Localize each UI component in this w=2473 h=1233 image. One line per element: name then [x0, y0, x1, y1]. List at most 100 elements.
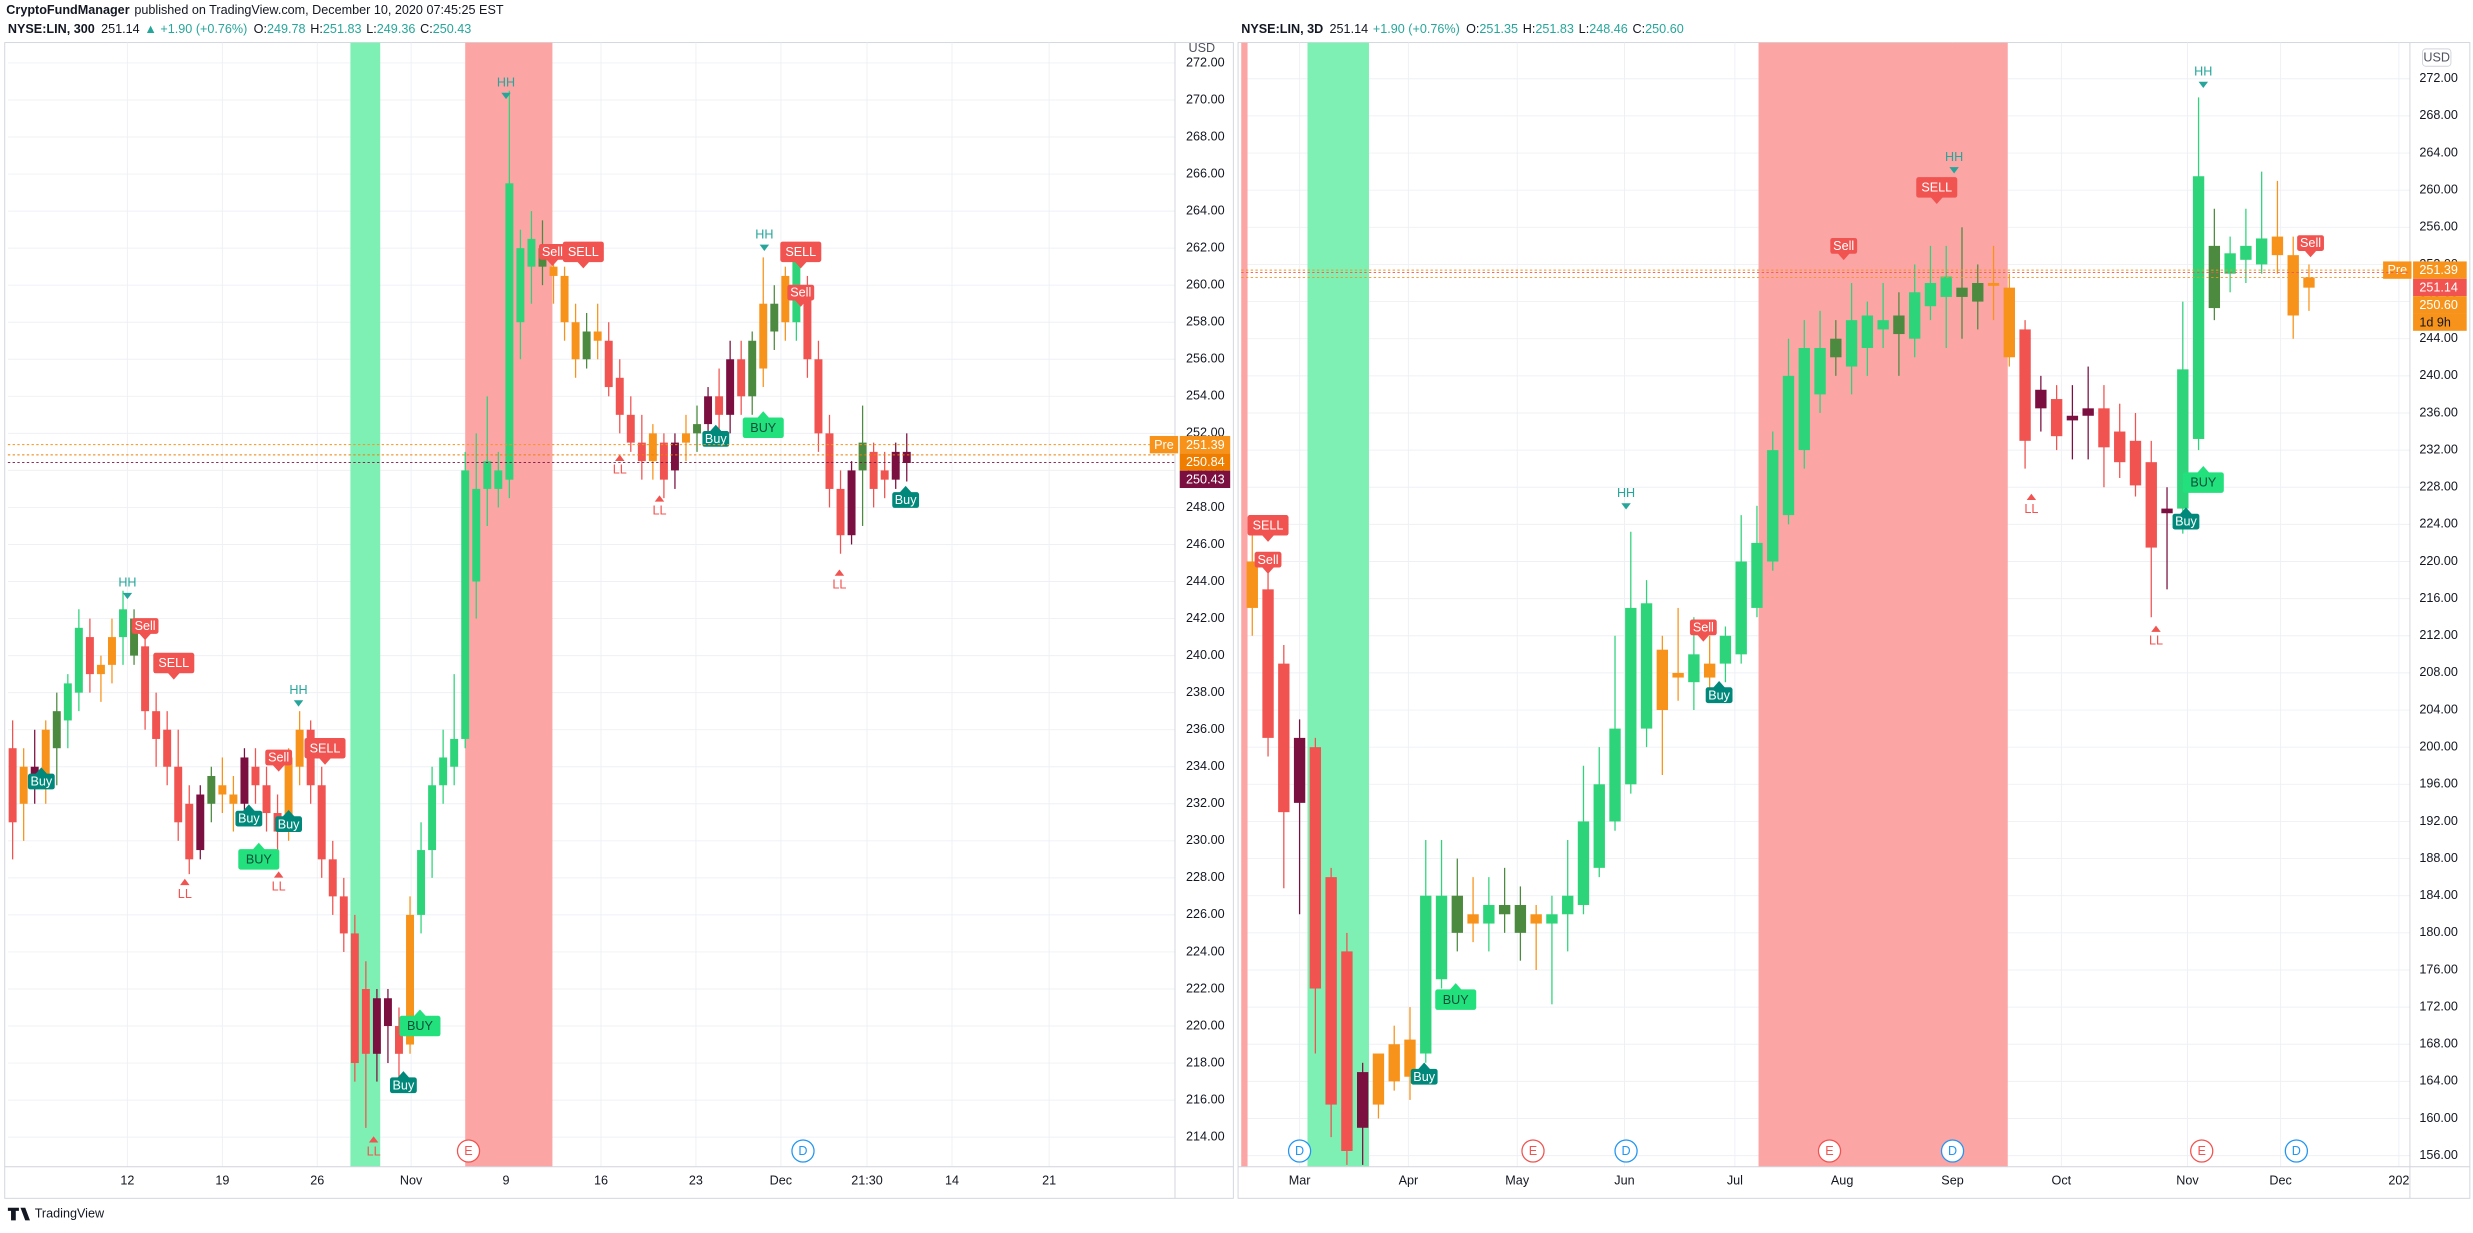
candle-body: [185, 803, 194, 860]
signal-pointer: [1697, 634, 1710, 642]
price-tag: [2413, 278, 2467, 297]
price-tag-text: 251.39: [2419, 263, 2458, 277]
price-tag: [1179, 453, 1231, 471]
event-text: D: [1295, 1144, 1304, 1158]
candle-body: [2224, 253, 2236, 274]
signal-label: Buy: [895, 493, 917, 507]
y-tick-label: 268.00: [1186, 129, 1225, 143]
candle-body: [2066, 415, 2079, 421]
candle-body: [891, 451, 900, 480]
candle-body: [2255, 238, 2268, 265]
ohlc-value: 250.60: [1645, 22, 1684, 36]
candle-body: [759, 303, 768, 369]
candle-body: [63, 683, 72, 721]
signal-label: Buy: [2175, 515, 2197, 529]
signal-label-box: [1705, 687, 1733, 704]
y-tick-label: 254.00: [1186, 389, 1225, 403]
price-tag: [2413, 296, 2467, 314]
signal-label: Sell: [2300, 236, 2321, 250]
candle-body: [1341, 951, 1353, 1151]
pre-tag: [2383, 261, 2412, 279]
signal-pointer: [318, 757, 332, 765]
left-panel-frame: [4, 42, 1234, 1199]
signal-label-box: [1435, 989, 1477, 1010]
y-tick-label: 266.00: [1186, 166, 1225, 180]
candle-body: [825, 433, 834, 489]
candle-body: [240, 757, 249, 804]
candle-body: [1577, 821, 1590, 905]
candle-body: [1467, 914, 1479, 924]
candle-body: [85, 637, 94, 675]
price-tag-text: 251.14: [2419, 281, 2458, 295]
x-tick-label: Jun: [1614, 1173, 1634, 1187]
x-tick-label: 19: [215, 1173, 229, 1187]
candle-body: [1735, 561, 1747, 655]
y-tick-label: 234.00: [1186, 759, 1225, 773]
price-tag: [1179, 435, 1231, 454]
change: ▲ +1.90 (+0.76%): [144, 22, 247, 36]
signal-label-box: [265, 749, 293, 766]
signal-pointer: [2304, 250, 2317, 258]
candle-body: [417, 850, 426, 915]
y-tick-label: 260.00: [1186, 278, 1225, 292]
signal-label-box: [399, 1015, 441, 1037]
candle-body: [2161, 508, 2173, 514]
signal-triangle: [834, 569, 845, 576]
signal-label-box: [787, 284, 815, 301]
signal-pointer: [252, 842, 266, 850]
signal-label: SELL: [785, 245, 816, 259]
plot-area: HH HH HH HH LL LL LL LL LL LL Sell Sell Sell Sell SELL…: [7, 42, 1175, 1167]
candle-body: [461, 470, 470, 739]
y-tick-label: 196.00: [2419, 777, 2458, 791]
currency-box: [2422, 48, 2452, 67]
x-tick-label: 9: [503, 1173, 510, 1187]
candle-body: [836, 488, 845, 536]
signal-label-box: [389, 1077, 417, 1094]
candle-body: [1782, 375, 1795, 516]
candle-body: [770, 303, 779, 332]
price-tag-text: 250.84: [1186, 455, 1225, 469]
candle-body: [2129, 440, 2142, 486]
signal-pointer: [794, 261, 808, 269]
candle-body: [439, 757, 448, 786]
candle-body: [880, 470, 889, 480]
signal-label-box: [1254, 551, 1282, 568]
y-tick-label: 228.00: [1186, 870, 1225, 884]
candle-body: [1861, 315, 1874, 348]
y-tick-label: 224.00: [2419, 517, 2458, 531]
footer-brand: TradingView: [35, 1206, 105, 1220]
signal-label-box: [1830, 237, 1858, 254]
signal-label: Sell: [542, 245, 563, 259]
candle-body: [2050, 399, 2063, 437]
candle-body: [428, 785, 437, 851]
signal-label-box: [539, 243, 566, 260]
signal-label: Buy: [705, 432, 727, 446]
candle-body: [1814, 347, 1826, 395]
candle-body: [1877, 320, 1889, 330]
candle-body: [505, 183, 514, 480]
candle-body: [847, 470, 856, 536]
signal-label-box: [702, 431, 730, 447]
price-tag-text: 250.60: [2419, 298, 2458, 312]
candle-body: [516, 248, 525, 323]
candle-body: [582, 331, 591, 360]
y-tick-label: 230.00: [1186, 833, 1225, 847]
x-tick-label: May: [1505, 1173, 1530, 1187]
candle-body: [527, 238, 536, 267]
y-tick-label: 248.00: [1186, 500, 1225, 514]
x-tick-label: 202: [2388, 1173, 2409, 1187]
ohlc-label: C:: [420, 22, 433, 36]
candle-body: [1293, 737, 1306, 803]
candle-body: [1672, 672, 1684, 678]
candle-body: [2145, 462, 2157, 548]
x-tick-label: Dec: [2269, 1173, 2291, 1187]
signal-label-box: [304, 737, 346, 759]
candle-body: [196, 794, 205, 851]
price-tag-text: 251.39: [1186, 438, 1225, 452]
candle-body: [1719, 635, 1732, 664]
y-tick-label: 240.00: [2419, 368, 2458, 382]
y-tick-label: 246.00: [1186, 537, 1225, 551]
signal-label: BUY: [407, 1019, 434, 1033]
ohlc-label: O:: [254, 22, 267, 36]
